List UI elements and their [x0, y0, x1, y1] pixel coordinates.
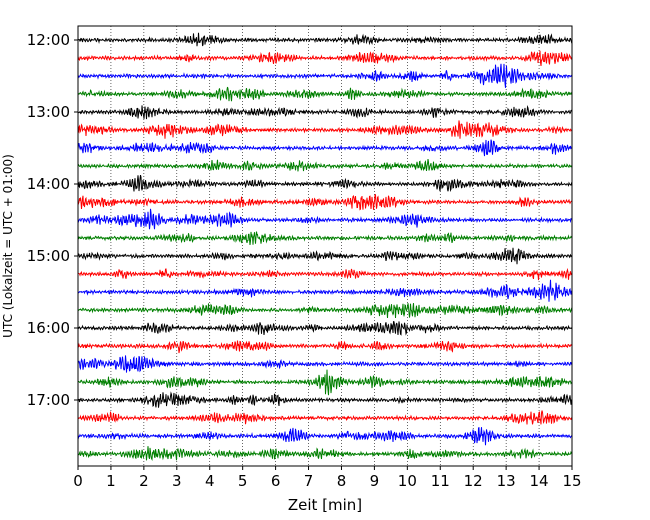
x-tick-label: 13 [497, 472, 516, 490]
trace-row-1230 [77, 63, 573, 88]
x-tick-label: 14 [530, 472, 549, 490]
x-tick-label: 15 [562, 472, 581, 490]
x-tick-label: 12 [464, 472, 483, 490]
x-axis-ticks: 0 1 2 3 4 5 6 7 8 9 10 11 12 13 14 15 [73, 466, 582, 490]
y-tick-label: 16:00 [27, 319, 70, 337]
trace-row-1645 [77, 369, 573, 396]
seismic-traces [77, 32, 573, 462]
trace-row-1430 [77, 208, 573, 230]
trace-row-1245 [77, 86, 573, 102]
x-tick-label: 10 [398, 472, 417, 490]
trace-row-1545 [77, 303, 573, 319]
trace-row-1300 [77, 104, 573, 120]
x-axis-label: Zeit [min] [288, 496, 362, 514]
trace-row-1715 [77, 410, 573, 425]
x-tick-label: 11 [431, 472, 450, 490]
y-tick-label: 14:00 [27, 175, 70, 193]
trace-row-1530 [77, 279, 573, 302]
trace-row-1200 [77, 32, 573, 47]
x-tick-label: 7 [304, 472, 314, 490]
trace-row-1615 [77, 340, 573, 354]
y-axis-ticks: 12:00 13:00 14:00 15:00 16:00 17:00 [27, 31, 78, 409]
trace-row-1445 [77, 231, 573, 246]
trace-row-1745 [77, 446, 573, 462]
trace-row-1730 [77, 427, 573, 446]
trace-row-1700 [77, 391, 573, 408]
trace-row-1415 [77, 193, 573, 211]
vertical-gridlines [110, 26, 540, 466]
x-tick-label: 0 [73, 472, 83, 490]
x-tick-label: 9 [370, 472, 380, 490]
trace-row-1500 [77, 247, 573, 265]
trace-row-1215 [77, 50, 573, 67]
trace-row-1400 [77, 174, 573, 193]
trace-row-1330 [77, 139, 573, 157]
y-axis-label: UTC (Lokalzeit = UTC + 01:00) [1, 154, 15, 338]
plot-frame [77, 25, 573, 467]
trace-row-1630 [77, 355, 573, 373]
trace-row-1600 [77, 321, 573, 336]
trace-row-1345 [77, 158, 573, 172]
x-tick-label: 1 [106, 472, 116, 490]
y-tick-label: 12:00 [27, 31, 70, 49]
x-tick-label: 6 [271, 472, 281, 490]
x-tick-label: 3 [172, 472, 182, 490]
y-tick-label: 15:00 [27, 247, 70, 265]
trace-row-1515 [77, 267, 573, 281]
y-tick-label: 17:00 [27, 391, 70, 409]
x-tick-label: 4 [205, 472, 215, 490]
x-tick-label: 2 [139, 472, 149, 490]
x-tick-label: 8 [337, 472, 347, 490]
y-tick-label: 13:00 [27, 103, 70, 121]
trace-row-1315 [77, 120, 573, 139]
x-tick-label: 5 [238, 472, 248, 490]
